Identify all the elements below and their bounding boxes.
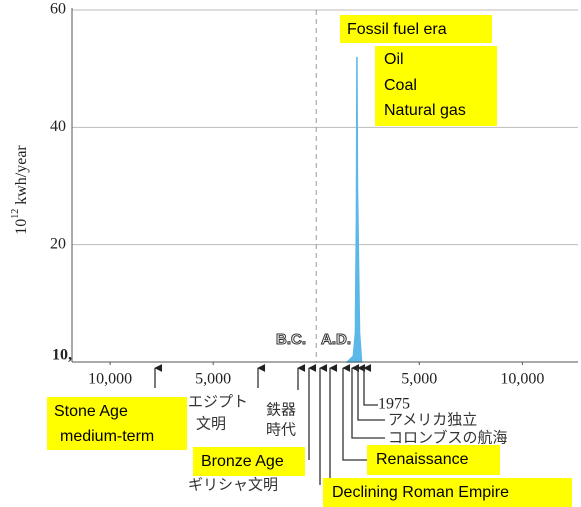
box-label: Declining Roman Empire: [332, 484, 509, 501]
box-label: Bronze Age: [201, 453, 284, 470]
area: [345, 56, 363, 363]
fuel: Oil: [384, 51, 404, 68]
box: [323, 478, 572, 507]
fuel: Natural gas: [384, 102, 466, 119]
japanese-label: 時代: [266, 421, 296, 439]
japanese-label: 鉄器: [266, 401, 296, 419]
series-name: Fossil fuel era: [347, 21, 447, 38]
box: [340, 15, 492, 43]
y-axis-label: 1012kwh/year: [10, 145, 29, 235]
era-label: B.C.: [276, 331, 306, 348]
fuel: Coal: [384, 77, 417, 94]
x-tick-label: 5,000: [401, 371, 437, 388]
box-label: Stone Age: [54, 403, 128, 420]
era-label: A.D.: [321, 331, 351, 348]
japanese-label: 1975: [378, 396, 410, 413]
axis-note: 10,: [52, 347, 72, 364]
x-tick-label: 10,000: [500, 371, 544, 388]
y-tick-label: 20: [50, 235, 66, 252]
japanese-label: 文明: [196, 415, 226, 433]
box: [375, 46, 497, 126]
x-tick-label: 5,000: [195, 371, 231, 388]
y-tick-label: 60: [50, 1, 66, 18]
plot-area: 20 40 60 10,000 5,000 5,000 10,000: [50, 1, 578, 388]
japanese-label: ギリシャ文明: [188, 476, 278, 494]
y-tick-label: 40: [50, 118, 66, 135]
japanese-label: アメリカ独立: [388, 411, 477, 429]
japanese-label: コロンブスの航海: [388, 429, 508, 447]
box-label: medium-term: [60, 428, 154, 445]
box-label: Renaissance: [376, 451, 469, 468]
box: [47, 397, 187, 450]
japanese-label: エジプト: [188, 393, 248, 411]
x-tick-label: 10,000: [88, 371, 132, 388]
box: [193, 447, 305, 476]
box: [367, 445, 500, 475]
